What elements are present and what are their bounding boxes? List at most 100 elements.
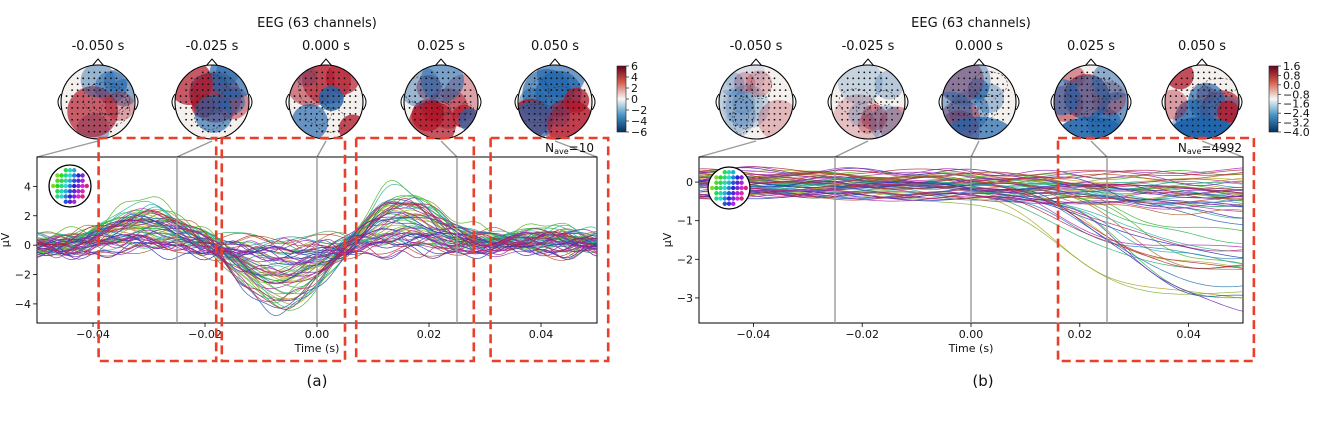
- sensor-dot: [762, 101, 765, 103]
- sensor-dot: [321, 112, 324, 115]
- sensor-dot: [773, 118, 776, 121]
- sensor-dot: [235, 112, 237, 115]
- sensor-dot: [863, 95, 866, 97]
- sensor-dot: [751, 77, 754, 80]
- sensor-dot: [240, 107, 243, 109]
- sensor-dot: [991, 107, 993, 109]
- sensor-dot: [974, 71, 977, 74]
- sensor-dot: [1186, 83, 1189, 86]
- sensor-dot: [1002, 101, 1004, 103]
- topomap-ear: [827, 93, 832, 111]
- sensor-dot: [235, 101, 237, 103]
- topomap-blob: [110, 78, 135, 107]
- sensor-legend-dot: [76, 173, 81, 178]
- y-tick-label: 0: [24, 239, 31, 252]
- sensor-dot: [544, 112, 547, 115]
- topomap-time-label: -0.025 s: [842, 39, 895, 54]
- topomap-blob: [732, 91, 756, 115]
- sensor-dot: [550, 124, 553, 127]
- sensor-dot: [745, 77, 748, 80]
- sensor-dot: [852, 83, 855, 86]
- sensor-dot: [338, 89, 340, 92]
- sensor-dot: [82, 89, 85, 92]
- sensor-dot: [550, 107, 553, 109]
- sensor-dot: [841, 107, 843, 109]
- sensor-dot: [76, 107, 79, 109]
- sensor-dot: [762, 71, 765, 74]
- sensor-dot: [533, 112, 536, 115]
- sensor-dot: [201, 118, 204, 121]
- topomap-field: [404, 65, 478, 139]
- x-tick-label: 0.04: [529, 328, 554, 341]
- sensor-dot: [968, 95, 971, 97]
- sensor-legend-dot: [51, 183, 56, 189]
- sensor-dot: [190, 107, 193, 109]
- sensor-legend-dot: [67, 183, 73, 189]
- sensor-dot: [207, 71, 210, 74]
- sensor-dot: [528, 112, 530, 115]
- sensor-dot: [98, 112, 101, 115]
- sensor-dot: [1069, 95, 1072, 97]
- sensor-dot: [561, 77, 564, 80]
- sensor-dot: [784, 107, 787, 109]
- sensor-legend-dot: [80, 189, 85, 194]
- y-tick-label: 2: [24, 210, 31, 223]
- sensor-dot: [979, 71, 982, 74]
- sensor-dot: [1214, 118, 1216, 121]
- sensor-dot: [528, 95, 530, 97]
- topomap-contour: [197, 94, 215, 117]
- sensor-dot: [567, 112, 569, 115]
- sensor-dot: [1069, 83, 1072, 86]
- x-tick-label: 0.00: [305, 328, 330, 341]
- sensor-dot: [436, 118, 439, 121]
- sensor-dot: [332, 95, 335, 97]
- sensor-dot: [544, 83, 547, 86]
- sensor-dot: [880, 130, 882, 133]
- sensor-dot: [104, 112, 107, 115]
- sensor-dot: [229, 77, 232, 80]
- sensor-dot: [979, 107, 982, 109]
- sensor-dot: [93, 71, 96, 74]
- sensor-dot: [1091, 130, 1094, 133]
- sensor-dot: [533, 118, 536, 121]
- sensor-dot: [968, 112, 971, 115]
- sensor-dot: [207, 83, 210, 86]
- sensor-dot: [436, 101, 439, 103]
- sensor-dot: [734, 77, 737, 80]
- sensor-dot: [985, 112, 988, 115]
- sensor-dot: [740, 77, 743, 80]
- sensor-dot: [1114, 89, 1116, 92]
- sensor-dot: [1091, 89, 1094, 92]
- sensor-dot: [201, 124, 204, 127]
- sensor-dot: [93, 101, 96, 103]
- sensor-dot: [1103, 124, 1105, 127]
- sensor-dot: [768, 77, 770, 80]
- topomap-blob: [869, 105, 905, 139]
- sensor-dot: [104, 130, 107, 133]
- sensor-dot: [1180, 89, 1183, 92]
- sensor-dot: [1108, 124, 1111, 127]
- sensor-dot: [572, 101, 575, 103]
- topomap-connector: [176, 140, 213, 158]
- sensor-dot: [425, 118, 428, 121]
- sensor-dot: [1002, 89, 1004, 92]
- sensor-legend-dot: [731, 175, 736, 180]
- sensor-dot: [963, 89, 966, 92]
- topomap-connector: [834, 140, 869, 158]
- sensor-dot: [1108, 101, 1111, 103]
- sensor-dot: [185, 95, 188, 97]
- sensor-dot: [846, 101, 849, 103]
- y-tick-label: −1: [677, 215, 693, 228]
- sensor-dot: [974, 118, 977, 121]
- sensor-dot: [1002, 107, 1004, 109]
- sensor-dot: [1214, 112, 1216, 115]
- colorbar-tick-label: −4: [631, 115, 647, 128]
- sensor-dot: [996, 112, 999, 115]
- sensor-dot: [1114, 112, 1116, 115]
- sensor-dot: [201, 130, 204, 133]
- sensor-dot: [1103, 89, 1105, 92]
- sensor-dot: [453, 89, 455, 92]
- sensor-dot: [1108, 107, 1111, 109]
- sensor-dot: [315, 101, 318, 103]
- sensor-dot: [1219, 107, 1222, 109]
